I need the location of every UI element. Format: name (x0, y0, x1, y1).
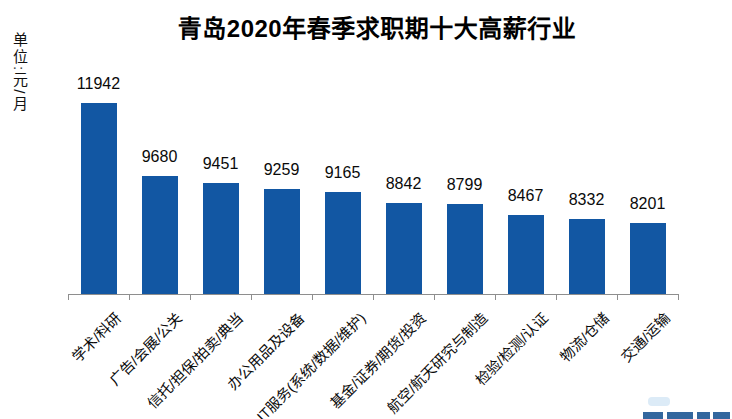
category-label: 物流/仓储 (555, 307, 614, 366)
bar (264, 189, 300, 294)
watermark-fragment (667, 412, 693, 419)
bar (630, 223, 666, 294)
bar-chart: 青岛2020年春季求职期十大高薪行业 单位:元/月 11942968094519… (0, 0, 732, 419)
x-axis-tick (495, 295, 496, 300)
bar-value-label: 9259 (251, 161, 312, 179)
x-axis-tick (251, 295, 252, 300)
x-axis-tick (68, 295, 69, 300)
category-label: 学术/科研 (67, 307, 126, 366)
x-axis-line: 学术/科研广告/会展/公关信托/担保/拍卖/典当办公用品及设备IT服务(系统/数… (68, 294, 679, 419)
x-axis-tick (617, 295, 618, 300)
bar-value-label: 9451 (190, 155, 251, 173)
watermark-fragment (697, 412, 710, 419)
x-axis-tick (312, 295, 313, 300)
chart-title: 青岛2020年春季求职期十大高薪行业 (22, 9, 732, 44)
bar-value-label: 8842 (373, 175, 434, 193)
bar (203, 183, 239, 294)
bar-value-label: 8332 (556, 191, 617, 209)
watermark-fragment (713, 412, 730, 419)
bar-value-label: 11942 (68, 75, 129, 93)
x-axis-tick (373, 295, 374, 300)
bar (508, 215, 544, 294)
x-axis-tick (556, 295, 557, 300)
bar-value-label: 8467 (495, 187, 556, 205)
bar (142, 176, 178, 294)
watermark-fragment (643, 412, 663, 419)
category-label: 交通/运输 (616, 307, 675, 366)
bar-value-label: 9680 (129, 148, 190, 166)
x-axis-tick (190, 295, 191, 300)
x-axis-tick (129, 295, 130, 300)
bar (81, 103, 117, 294)
bar (386, 203, 422, 294)
watermark-smudge (648, 397, 670, 406)
bar-value-label: 9165 (312, 164, 373, 182)
bar (325, 192, 361, 294)
y-axis-unit-label: 单位:元/月 (9, 32, 30, 112)
bar-value-label: 8201 (617, 195, 678, 213)
bar (569, 219, 605, 294)
category-label: IT服务(系统/数据/维护) (251, 307, 370, 419)
bar (447, 204, 483, 294)
x-axis-tick (678, 295, 679, 300)
x-axis-tick (434, 295, 435, 300)
bar-value-label: 8799 (434, 176, 495, 194)
plot-area: 1194296809451925991658842879984678332820… (68, 101, 678, 294)
